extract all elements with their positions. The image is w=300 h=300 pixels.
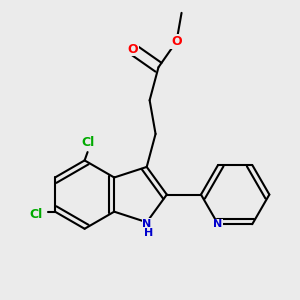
- Text: N: N: [214, 219, 223, 229]
- Text: Cl: Cl: [81, 136, 94, 148]
- Text: H: H: [145, 228, 154, 238]
- Text: Cl: Cl: [30, 208, 43, 221]
- Text: N: N: [142, 219, 151, 229]
- Text: O: O: [128, 43, 138, 56]
- Text: O: O: [171, 35, 182, 48]
